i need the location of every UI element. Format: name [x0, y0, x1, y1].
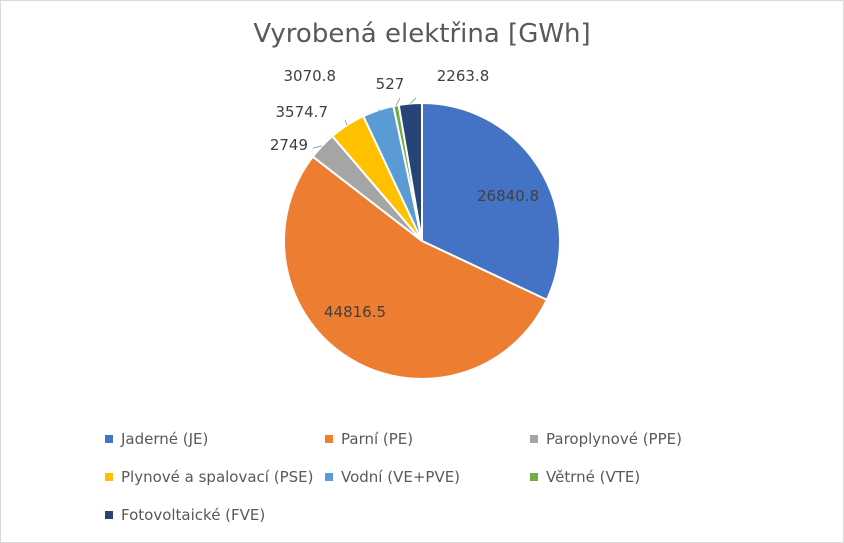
data-label-vodn-ve-pve: 3070.8: [284, 67, 337, 85]
legend-swatch: [530, 435, 538, 443]
legend-swatch: [325, 473, 333, 481]
leader-line-fotovoltaick-fve: [409, 97, 417, 104]
pie-slice-jadern-je: [421, 101, 561, 302]
data-label-parn-pe: 44816.5: [324, 303, 386, 321]
legend-item-paroplynov-ppe: Paroplynové (PPE): [530, 430, 682, 448]
leader-line-paroplynov-ppe: [312, 145, 323, 149]
leader-lines: [312, 97, 417, 149]
leader-line-v-trn-vte: [395, 97, 401, 106]
legend-item-fotovoltaick-fve: Fotovoltaické (FVE): [105, 506, 265, 524]
legend-item-v-trn-vte: Větrné (VTE): [530, 468, 640, 486]
legend-item-parn-pe: Parní (PE): [325, 430, 413, 448]
data-label-fotovoltaick-fve: 2263.8: [437, 67, 490, 85]
legend-swatch: [325, 435, 333, 443]
legend-item-jadern-je: Jaderné (JE): [105, 430, 208, 448]
data-label-v-trn-vte: 527: [376, 75, 405, 93]
data-labels: 26840.8 44816.5 2749 3574.7 3070.8 527 2263.8: [270, 67, 539, 321]
legend-swatch: [530, 473, 538, 481]
legend-label: Jaderné (JE): [121, 430, 209, 448]
legend-label: Paroplynové (PPE): [546, 430, 682, 448]
legend-label: Plynové a spalovací (PSE): [121, 468, 314, 486]
legend-item-plynov-a-spalovac-pse: Plynové a spalovací (PSE): [105, 468, 313, 486]
legend-swatch: [105, 473, 113, 481]
legend-label: Vodní (VE+PVE): [341, 468, 461, 486]
pie-slice-fotovoltaick-fve: [397, 101, 423, 242]
leader-line-plynov-a-spalovac-pse: [344, 119, 348, 126]
legend-swatch: [105, 435, 113, 443]
chart-title: Vyrobená elektřina [GWh]: [253, 19, 591, 49]
legend-item-vodn-ve-pve: Vodní (VE+PVE): [325, 468, 460, 486]
legend-swatch: [105, 511, 113, 519]
legend-label: Fotovoltaické (FVE): [121, 506, 266, 524]
data-label-jadern-je: 26840.8: [477, 187, 539, 205]
pie-slices: [283, 101, 561, 380]
pie-slice-parn-pe: [283, 155, 549, 380]
legend-label: Parní (PE): [341, 430, 414, 448]
data-label-plynov-a-spalovac-pse: 3574.7: [276, 103, 329, 121]
legend-label: Větrné (VTE): [546, 468, 641, 486]
data-label-paroplynov-ppe: 2749: [270, 136, 308, 154]
